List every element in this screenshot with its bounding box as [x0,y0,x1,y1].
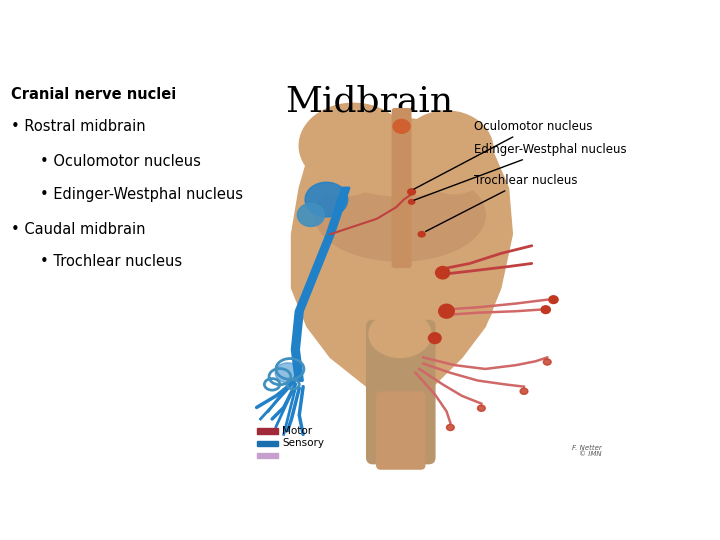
Ellipse shape [315,169,485,261]
Polygon shape [292,134,513,403]
FancyBboxPatch shape [256,441,279,446]
Ellipse shape [428,333,441,343]
Ellipse shape [438,304,454,318]
FancyBboxPatch shape [256,453,279,458]
Ellipse shape [307,253,493,354]
Ellipse shape [549,296,558,303]
Ellipse shape [300,103,408,188]
Ellipse shape [307,134,384,195]
Ellipse shape [436,267,449,279]
Ellipse shape [418,232,426,237]
Ellipse shape [477,405,485,411]
Text: • Oculomotor nucleus: • Oculomotor nucleus [40,154,200,170]
Text: • Caudal midbrain: • Caudal midbrain [11,222,145,237]
Ellipse shape [419,136,489,194]
Ellipse shape [305,182,348,217]
Ellipse shape [436,269,442,276]
FancyBboxPatch shape [366,320,435,464]
Text: Motor: Motor [282,426,312,436]
Text: Trochlear nucleus: Trochlear nucleus [426,174,577,232]
Ellipse shape [369,311,431,357]
Ellipse shape [393,119,410,133]
FancyBboxPatch shape [377,392,425,469]
Text: F. Netter
© IMN: F. Netter © IMN [572,444,601,457]
Text: Sensory: Sensory [282,438,324,448]
Ellipse shape [428,335,434,341]
Ellipse shape [541,306,550,314]
Text: Edinger-Westphal nucleus: Edinger-Westphal nucleus [414,143,626,200]
Text: • Edinger-Westphal nucleus: • Edinger-Westphal nucleus [40,187,243,202]
Ellipse shape [520,388,528,394]
Ellipse shape [275,363,300,383]
Ellipse shape [544,359,551,365]
Ellipse shape [446,424,454,430]
Ellipse shape [330,119,469,188]
Ellipse shape [438,308,446,315]
Ellipse shape [408,189,415,195]
Ellipse shape [408,200,415,204]
Text: Oculomotor nucleus: Oculomotor nucleus [414,120,592,189]
FancyBboxPatch shape [256,428,279,434]
Ellipse shape [297,204,325,226]
FancyBboxPatch shape [392,109,411,267]
Ellipse shape [400,111,493,188]
Text: Cranial nerve nuclei: Cranial nerve nuclei [11,87,176,102]
Text: • Trochlear nucleus: • Trochlear nucleus [40,254,181,269]
Text: Midbrain: Midbrain [285,84,453,118]
Ellipse shape [323,119,477,195]
Text: • Rostral midbrain: • Rostral midbrain [11,119,145,134]
